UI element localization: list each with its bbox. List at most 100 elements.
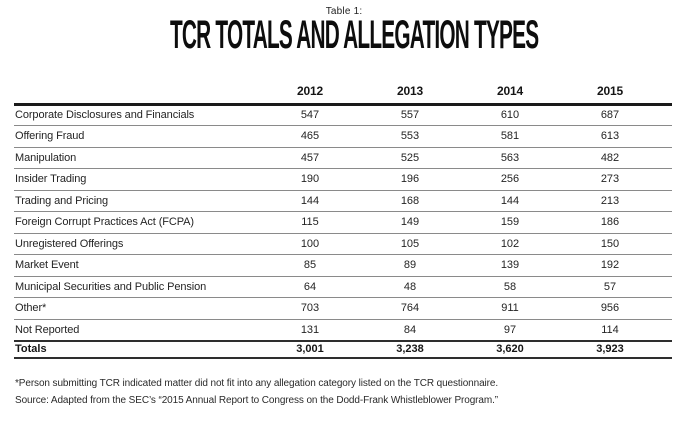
table-row: Insider Trading 190 196 256 273 [14, 168, 672, 191]
row-filler [660, 147, 672, 169]
cell-value: 482 [560, 147, 660, 169]
cell-value: 159 [460, 211, 560, 234]
table-row: Manipulation 457 525 563 482 [14, 147, 672, 169]
row-label: Trading and Pricing [14, 190, 260, 212]
totals-value: 3,238 [360, 339, 460, 359]
row-filler [660, 254, 672, 277]
cell-value: 168 [360, 190, 460, 212]
row-label: Offering Fraud [14, 125, 260, 148]
totals-value: 3,620 [460, 339, 560, 359]
cell-value: 97 [460, 319, 560, 341]
cell-value: 563 [460, 147, 560, 169]
totals-label: Totals [14, 339, 260, 359]
cell-value: 256 [460, 168, 560, 191]
table-row: Market Event 85 89 139 192 [14, 254, 672, 277]
cell-value: 764 [360, 297, 460, 320]
title-block: Table 1: TCR TOTALS AND ALLEGATION TYPES [0, 0, 688, 57]
cell-value: 956 [560, 297, 660, 320]
cell-value: 64 [260, 276, 360, 298]
row-label: Municipal Securities and Public Pension [14, 276, 260, 298]
cell-value: 213 [560, 190, 660, 212]
row-label: Manipulation [14, 147, 260, 169]
cell-value: 190 [260, 168, 360, 191]
table-row: Municipal Securities and Public Pension … [14, 276, 672, 298]
cell-value: 465 [260, 125, 360, 148]
row-label: Corporate Disclosures and Financials [14, 104, 260, 126]
cell-value: 139 [460, 254, 560, 277]
row-filler [660, 276, 672, 298]
table-row: Not Reported 131 84 97 114 [14, 319, 672, 341]
row-label: Other* [14, 297, 260, 320]
cell-value: 85 [260, 254, 360, 277]
cell-value: 115 [260, 211, 360, 234]
row-filler [660, 233, 672, 255]
cell-value: 687 [560, 104, 660, 126]
cell-value: 273 [560, 168, 660, 191]
cell-value: 100 [260, 233, 360, 255]
row-filler [660, 125, 672, 148]
cell-value: 553 [360, 125, 460, 148]
cell-value: 525 [360, 147, 460, 169]
cell-value: 144 [260, 190, 360, 212]
cell-value: 557 [360, 104, 460, 126]
header-filler [660, 82, 672, 106]
cell-value: 114 [560, 319, 660, 341]
totals-value: 3,001 [260, 339, 360, 359]
column-header-2012: 2012 [260, 82, 360, 106]
cell-value: 57 [560, 276, 660, 298]
row-label: Not Reported [14, 319, 260, 341]
row-filler [660, 104, 672, 126]
cell-value: 192 [560, 254, 660, 277]
tcr-allegation-table: 2012 2013 2014 2015 Corporate Disclosure… [14, 82, 672, 359]
cell-value: 150 [560, 233, 660, 255]
cell-value: 149 [360, 211, 460, 234]
row-filler [660, 211, 672, 234]
table-row: Other* 703 764 911 956 [14, 297, 672, 320]
row-filler [660, 168, 672, 191]
row-label: Market Event [14, 254, 260, 277]
cell-value: 457 [260, 147, 360, 169]
cell-value: 144 [460, 190, 560, 212]
cell-value: 131 [260, 319, 360, 341]
cell-value: 196 [360, 168, 460, 191]
row-filler [660, 190, 672, 212]
table-row: Offering Fraud 465 553 581 613 [14, 125, 672, 148]
row-filler [660, 297, 672, 320]
table-row: Foreign Corrupt Practices Act (FCPA) 115… [14, 211, 672, 234]
row-label: Foreign Corrupt Practices Act (FCPA) [14, 211, 260, 234]
footnotes: *Person submitting TCR indicated matter … [15, 375, 688, 409]
cell-value: 58 [460, 276, 560, 298]
cell-value: 84 [360, 319, 460, 341]
cell-value: 581 [460, 125, 560, 148]
cell-value: 610 [460, 104, 560, 126]
table-row: Unregistered Offerings 100 105 102 150 [14, 233, 672, 255]
cell-value: 186 [560, 211, 660, 234]
table-row: Corporate Disclosures and Financials 547… [14, 104, 672, 126]
page-title-wrap: TCR TOTALS AND ALLEGATION TYPES [0, 13, 688, 57]
cell-value: 613 [560, 125, 660, 148]
cell-value: 911 [460, 297, 560, 320]
cell-value: 102 [460, 233, 560, 255]
column-header-2014: 2014 [460, 82, 560, 106]
table-number: Table 1: [325, 6, 363, 17]
totals-row: Totals 3,001 3,238 3,620 3,923 [14, 339, 672, 359]
row-label: Unregistered Offerings [14, 233, 260, 255]
column-header-2015: 2015 [560, 82, 660, 106]
cell-value: 48 [360, 276, 460, 298]
header-label-spacer [14, 82, 260, 106]
totals-value: 3,923 [560, 339, 660, 359]
row-label: Insider Trading [14, 168, 260, 191]
row-filler [660, 339, 672, 359]
cell-value: 89 [360, 254, 460, 277]
table-row: Trading and Pricing 144 168 144 213 [14, 190, 672, 212]
row-filler [660, 319, 672, 341]
cell-value: 547 [260, 104, 360, 126]
page-title: TCR TOTALS AND ALLEGATION TYPES [169, 13, 539, 57]
column-header-2013: 2013 [360, 82, 460, 106]
asterisk-footnote: *Person submitting TCR indicated matter … [15, 377, 499, 389]
source-footnote: Source: Adapted from the SEC’s “2015 Ann… [15, 394, 498, 406]
cell-value: 105 [360, 233, 460, 255]
cell-value: 703 [260, 297, 360, 320]
table-header-row: 2012 2013 2014 2015 [14, 82, 672, 106]
